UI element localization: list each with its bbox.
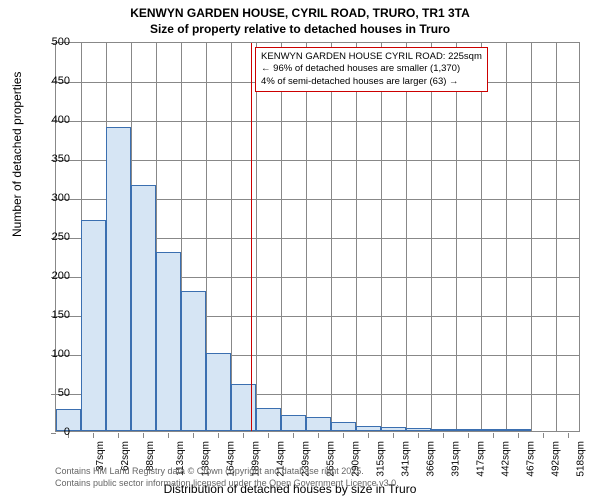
- xtick-label: 417sqm: [475, 441, 486, 477]
- gridline-v: [306, 43, 307, 431]
- xtick-mark: [93, 433, 94, 438]
- annotation-line1: KENWYN GARDEN HOUSE CYRIL ROAD: 225sqm: [261, 51, 482, 62]
- gridline-v: [506, 43, 507, 431]
- histogram-bar: [331, 422, 356, 431]
- gridline-v: [381, 43, 382, 431]
- xtick-mark: [518, 433, 519, 438]
- chart-container: 37sqm62sqm88sqm113sqm138sqm164sqm189sqm2…: [55, 42, 580, 432]
- ytick-label: 500: [40, 36, 70, 48]
- histogram-bar: [231, 384, 256, 431]
- gridline-v: [281, 43, 282, 431]
- gridline-v: [256, 43, 257, 431]
- xtick-mark: [118, 433, 119, 438]
- ytick-label: 50: [40, 387, 70, 399]
- xtick-mark: [543, 433, 544, 438]
- histogram-bar: [406, 428, 431, 431]
- xtick-mark: [468, 433, 469, 438]
- xtick-label: 467sqm: [525, 441, 536, 477]
- xtick-mark: [418, 433, 419, 438]
- histogram-bar: [356, 426, 381, 431]
- gridline-v: [456, 43, 457, 431]
- xtick-mark: [268, 433, 269, 438]
- title-line2: Size of property relative to detached ho…: [150, 22, 450, 36]
- xtick-label: 442sqm: [500, 441, 511, 477]
- xtick-mark: [318, 433, 319, 438]
- ytick-label: 0: [40, 426, 70, 438]
- copyright-line2: Contains public sector information licen…: [55, 478, 399, 488]
- xtick-mark: [293, 433, 294, 438]
- copyright-notice: Contains HM Land Registry data © Crown c…: [55, 466, 399, 489]
- xtick-label: 492sqm: [550, 441, 561, 477]
- annotation-box: KENWYN GARDEN HOUSE CYRIL ROAD: 225sqm← …: [255, 47, 488, 92]
- annotation-line2: ← 96% of detached houses are smaller (1,…: [261, 63, 460, 74]
- gridline-v: [556, 43, 557, 431]
- gridline-h: [56, 121, 579, 122]
- gridline-v: [531, 43, 532, 431]
- chart-title: KENWYN GARDEN HOUSE, CYRIL ROAD, TRURO, …: [0, 6, 600, 37]
- histogram-bar: [181, 291, 206, 431]
- xtick-label: 391sqm: [450, 441, 461, 477]
- xtick-label: 518sqm: [575, 441, 586, 477]
- histogram-bar: [131, 185, 156, 431]
- gridline-v: [431, 43, 432, 431]
- xtick-mark: [343, 433, 344, 438]
- xtick-mark: [393, 433, 394, 438]
- gridline-v: [231, 43, 232, 431]
- histogram-bar: [456, 429, 481, 431]
- histogram-bar: [481, 429, 506, 431]
- y-axis-label: Number of detached properties: [10, 72, 24, 237]
- histogram-bar: [506, 429, 531, 431]
- copyright-line1: Contains HM Land Registry data © Crown c…: [55, 466, 364, 476]
- histogram-bar: [256, 408, 281, 431]
- histogram-bar: [156, 252, 181, 431]
- histogram-bar: [106, 127, 131, 431]
- gridline-v: [331, 43, 332, 431]
- ytick-label: 450: [40, 75, 70, 87]
- xtick-mark: [193, 433, 194, 438]
- histogram-bar: [381, 427, 406, 431]
- histogram-bar: [306, 417, 331, 431]
- ytick-label: 200: [40, 270, 70, 282]
- xtick-mark: [243, 433, 244, 438]
- title-line1: KENWYN GARDEN HOUSE, CYRIL ROAD, TRURO, …: [130, 6, 470, 20]
- histogram-bar: [81, 220, 106, 431]
- ytick-label: 250: [40, 231, 70, 243]
- annotation-line3: 4% of semi-detached houses are larger (6…: [261, 76, 459, 87]
- gridline-v: [481, 43, 482, 431]
- reference-line: [251, 43, 252, 431]
- xtick-mark: [493, 433, 494, 438]
- histogram-bar: [431, 429, 456, 431]
- xtick-mark: [443, 433, 444, 438]
- xtick-mark: [218, 433, 219, 438]
- ytick-label: 100: [40, 348, 70, 360]
- xtick-label: 341sqm: [400, 441, 411, 477]
- ytick-label: 350: [40, 153, 70, 165]
- ytick-label: 400: [40, 114, 70, 126]
- xtick-mark: [143, 433, 144, 438]
- gridline-v: [356, 43, 357, 431]
- histogram-bar: [281, 415, 306, 431]
- gridline-h: [56, 160, 579, 161]
- xtick-label: 366sqm: [425, 441, 436, 477]
- xtick-mark: [168, 433, 169, 438]
- xtick-mark: [568, 433, 569, 438]
- plot-area: 37sqm62sqm88sqm113sqm138sqm164sqm189sqm2…: [55, 42, 580, 432]
- gridline-v: [406, 43, 407, 431]
- xtick-mark: [368, 433, 369, 438]
- ytick-label: 300: [40, 192, 70, 204]
- histogram-bar: [206, 353, 231, 431]
- ytick-label: 150: [40, 309, 70, 321]
